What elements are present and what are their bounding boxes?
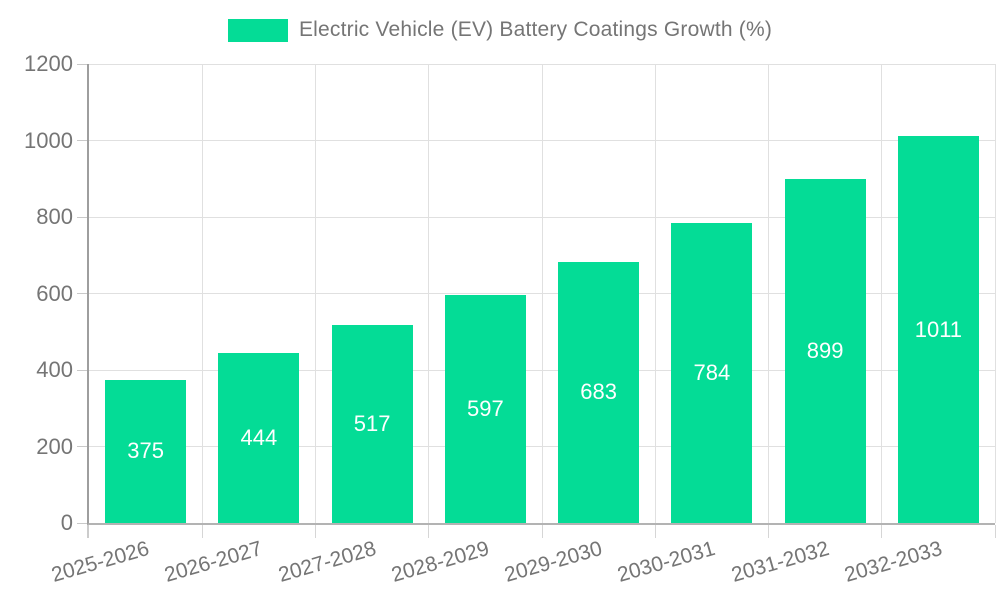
- y-axis-tick: [77, 446, 87, 447]
- x-axis-label: 2031-2032: [728, 537, 832, 587]
- x-axis-tick: [881, 525, 883, 538]
- x-axis-label: 2030-2031: [615, 537, 719, 587]
- plot-area: 0 200 400 600 800 1000 1200 375 2025-2026 444 2026…: [24, 52, 996, 587]
- y-axis-label: 400: [36, 357, 73, 382]
- x-axis-tick: [201, 525, 203, 538]
- bar[interactable]: 375: [105, 379, 187, 523]
- x-axis-tick: [541, 525, 543, 538]
- y-axis-tick: [77, 140, 87, 141]
- gridline-vertical: [881, 64, 883, 523]
- y-axis-tick: [77, 63, 87, 65]
- gridline-vertical: [768, 64, 769, 523]
- x-axis-label: 2025-2026: [49, 537, 152, 587]
- bar-value-label: 375: [127, 438, 164, 464]
- x-axis-label: 2027-2028: [275, 537, 379, 587]
- x-axis-label: 2029-2030: [502, 537, 605, 587]
- y-axis-label: 1000: [24, 127, 73, 153]
- x-axis-tick: [315, 525, 316, 538]
- gridline-vertical: [428, 64, 430, 523]
- y-axis-tick: [77, 522, 87, 524]
- gridline-vertical: [654, 64, 656, 523]
- gridline-vertical: [994, 64, 996, 523]
- y-axis-label: 0: [60, 510, 73, 535]
- bar[interactable]: 899: [784, 179, 866, 523]
- y-axis-tick: [77, 293, 87, 294]
- y-axis-label: 200: [36, 433, 73, 459]
- gridline-vertical: [541, 64, 543, 523]
- bar[interactable]: 517: [331, 325, 413, 523]
- y-axis-extension: [87, 525, 89, 538]
- legend[interactable]: Electric Vehicle (EV) Battery Coatings G…: [0, 18, 1000, 42]
- y-axis-label: 600: [36, 280, 73, 306]
- bar-value-label: 1011: [914, 316, 963, 342]
- x-axis-label: 2032-2033: [841, 537, 945, 587]
- bar-value-label: 683: [580, 379, 617, 405]
- bar-value-label: 597: [467, 395, 504, 421]
- bar[interactable]: 597: [444, 294, 526, 523]
- x-axis-tick: [654, 525, 656, 538]
- x-axis-label: 2026-2027: [162, 537, 266, 587]
- bar[interactable]: 683: [558, 261, 640, 523]
- bar-value-label: 899: [806, 338, 844, 364]
- bar[interactable]: 1011: [897, 136, 979, 523]
- bar-value-label: 444: [240, 425, 278, 451]
- x-axis-tick: [994, 525, 996, 538]
- legend-swatch-icon: [227, 18, 288, 42]
- bar-value-label: 517: [353, 411, 391, 437]
- bar-value-label: 784: [693, 360, 731, 386]
- legend-label: Electric Vehicle (EV) Battery Coatings G…: [298, 18, 773, 41]
- gridline-vertical: [315, 64, 316, 523]
- y-axis-tick: [77, 369, 87, 371]
- x-axis-tick: [428, 525, 430, 538]
- gridline-vertical: [201, 64, 203, 523]
- x-axis-tick: [768, 525, 769, 538]
- bar[interactable]: 784: [671, 223, 753, 523]
- y-axis-label: 1200: [24, 51, 73, 76]
- y-axis-label: 800: [36, 204, 73, 229]
- x-axis-label: 2028-2029: [388, 537, 492, 587]
- bar[interactable]: 444: [218, 353, 300, 523]
- y-axis-tick: [77, 216, 87, 218]
